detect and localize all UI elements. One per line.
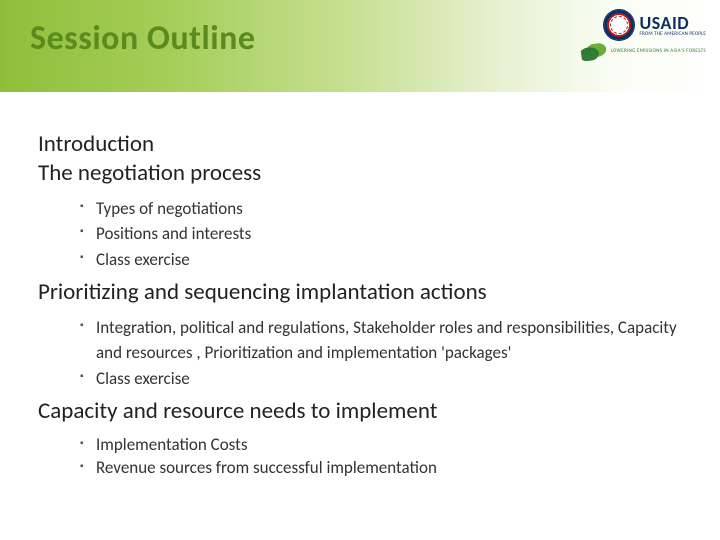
slide: Session Outline USAID FROM THE AMERICAN … bbox=[0, 0, 720, 540]
list-item: Class exercise bbox=[80, 247, 680, 273]
usaid-tagline: FROM THE AMERICAN PEOPLE bbox=[640, 32, 707, 37]
leaf-icon bbox=[580, 42, 608, 61]
usaid-seal-icon bbox=[604, 10, 634, 40]
section-heading: Introduction bbox=[38, 130, 680, 159]
leaf-logo: LOWERING EMISSIONS IN ASIA'S FORESTS bbox=[581, 44, 706, 60]
content-area: Introduction The negotiation process Typ… bbox=[0, 92, 720, 480]
bullet-list: Integration, political and regulations, … bbox=[38, 315, 680, 392]
list-item: Types of negotiations bbox=[80, 196, 680, 222]
list-item: Class exercise bbox=[80, 366, 680, 392]
usaid-wordmark: USAID bbox=[640, 14, 707, 32]
list-item: Implementation Costs bbox=[80, 434, 680, 457]
usaid-text: USAID FROM THE AMERICAN PEOPLE bbox=[640, 14, 707, 37]
list-item: Revenue sources from successful implemen… bbox=[80, 457, 680, 480]
section-heading: The negotiation process bbox=[38, 159, 680, 188]
list-item: Integration, political and regulations, … bbox=[80, 315, 680, 366]
logo-block: USAID FROM THE AMERICAN PEOPLE LOWERING … bbox=[581, 10, 706, 60]
list-item: Positions and interests bbox=[80, 221, 680, 247]
section-heading: Prioritizing and sequencing implantation… bbox=[38, 278, 680, 307]
leaf-tagline: LOWERING EMISSIONS IN ASIA'S FORESTS bbox=[611, 49, 706, 55]
section-heading: Capacity and resource needs to implement bbox=[38, 397, 680, 426]
bullet-list: Implementation Costs Revenue sources fro… bbox=[38, 434, 680, 480]
bullet-list: Types of negotiations Positions and inte… bbox=[38, 196, 680, 273]
header-band: Session Outline USAID FROM THE AMERICAN … bbox=[0, 0, 720, 92]
usaid-logo: USAID FROM THE AMERICAN PEOPLE bbox=[604, 10, 707, 40]
